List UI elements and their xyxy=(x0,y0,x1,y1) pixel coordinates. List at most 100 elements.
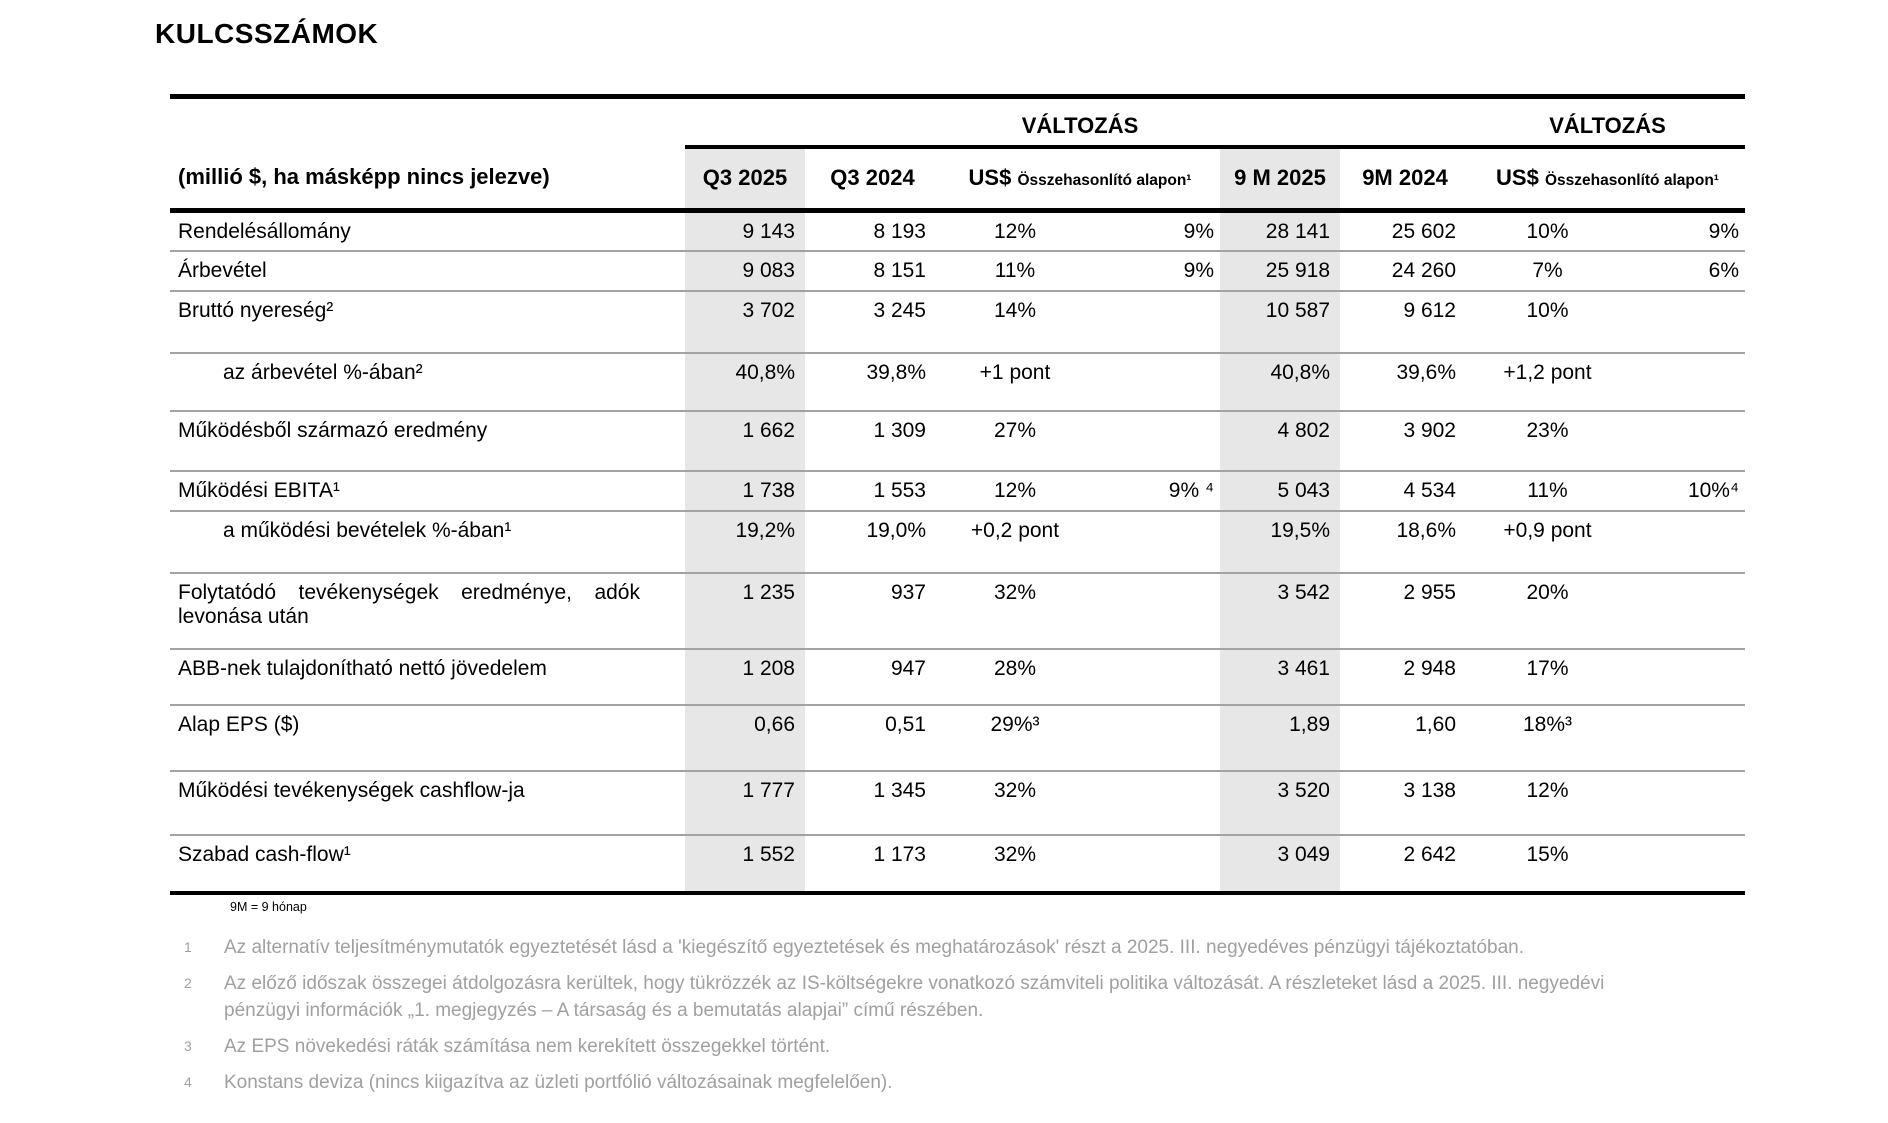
row-label: Működésből származó eredmény xyxy=(170,409,685,471)
row-label: Rendelésállomány xyxy=(178,220,351,243)
column-header-row: (millió $, ha másképp nincs jelezve) Q3 … xyxy=(170,146,1745,213)
cell-value: 3 520 xyxy=(1220,769,1340,835)
cell-value: 2 642 xyxy=(1340,833,1470,893)
cell-value: 15% xyxy=(1470,833,1625,893)
usd-label: US$ xyxy=(968,165,1012,191)
cell-value: 8 193 xyxy=(873,220,926,243)
cell-value: 19,0% xyxy=(805,509,940,573)
cell-value xyxy=(1625,571,1745,649)
row-label: Alap EPS ($) xyxy=(170,703,685,771)
footnote: 3 Az EPS növekedési ráták számítása nem … xyxy=(170,1033,1888,1060)
cell-value: 23% xyxy=(1470,409,1625,471)
cell-value xyxy=(1090,571,1220,649)
column-header-change-9m: US$ Összehasonlító alapon¹ xyxy=(1470,146,1745,213)
footnote-text: Az EPS növekedési ráták számítása nem ke… xyxy=(224,1035,831,1057)
cell-value: 10% xyxy=(1526,220,1569,243)
page-title: KULCSSZÁMOK xyxy=(155,18,379,49)
spacer-cell xyxy=(170,96,685,147)
cell-value: 27% xyxy=(940,409,1090,471)
nine-month-note: 9M = 9 hónap xyxy=(230,899,307,914)
column-header-q3-2025: Q3 2025 xyxy=(685,146,805,213)
cell-value: 9% xyxy=(1183,220,1214,243)
key-figures-table: VÁLTOZÁS VÁLTOZÁS (millió $, ha másképp … xyxy=(170,94,1745,895)
cell-value: 9 143 xyxy=(685,210,805,251)
usd-label: US$ xyxy=(1496,165,1539,191)
cell-value: 1 738 xyxy=(685,469,805,511)
cell-value: 10 587 xyxy=(1220,289,1340,353)
cell-value: 25 918 xyxy=(1220,249,1340,291)
cell-value xyxy=(1625,509,1745,573)
spacer-cell xyxy=(685,96,940,149)
cell-value: 9% xyxy=(1708,220,1739,243)
cell-value xyxy=(1090,351,1220,411)
row-label-text: Folytatódó tevékenységek eredménye, adók… xyxy=(178,580,640,628)
cell-value: 1,89 xyxy=(1220,703,1340,771)
cell-value: 3 138 xyxy=(1340,769,1470,835)
cell-value: 1 777 xyxy=(685,769,805,835)
footnote-number: 3 xyxy=(184,1037,192,1054)
report-page: KULCSSZÁMOK VÁLTOZÁS VÁLTOZÁS (millió $,… xyxy=(155,18,1888,1096)
cell-value: 9 083 xyxy=(685,249,805,291)
footnote-number: 4 xyxy=(184,1073,192,1090)
cell-value: 40,8% xyxy=(1220,351,1340,411)
cell-value: 2 948 xyxy=(1340,647,1470,705)
footnotes: 1 Az alternatív teljesítménymutatók egye… xyxy=(170,934,1888,1096)
cell-value: 32% xyxy=(940,571,1090,649)
cell-value: 8 151 xyxy=(805,249,940,291)
cell-value: 3 542 xyxy=(1220,571,1340,649)
cell-value: 39,8% xyxy=(805,351,940,411)
table-row: Árbevétel 9 083 8 151 11% 9% 25 918 24 2… xyxy=(170,249,1745,291)
cell-value: 17% xyxy=(1470,647,1625,705)
spacer-cell xyxy=(1220,96,1470,149)
row-label: Árbevétel xyxy=(170,249,685,291)
column-header-9m-2025: 9 M 2025 xyxy=(1220,146,1340,213)
cell-value: +1 pont xyxy=(940,351,1090,411)
cell-value: 25 602 xyxy=(1391,220,1456,243)
table-row: Működési EBITA¹ 1 738 1 553 12% 9% ⁴ 5 0… xyxy=(170,469,1745,511)
footnote-text: Az előző időszak összegei átdolgozásra k… xyxy=(224,972,1605,1021)
table-row: Működési tevékenységek cashflow-ja 1 777… xyxy=(170,769,1745,835)
cell-value: 1 208 xyxy=(685,647,805,705)
cell-value: 4 534 xyxy=(1340,469,1470,511)
table-row: Alap EPS ($) 0,66 0,51 29%³ 1,89 1,60 18… xyxy=(170,703,1745,771)
cell-value: 1 309 xyxy=(805,409,940,471)
cell-value xyxy=(1625,351,1745,411)
cell-value: 4 802 xyxy=(1220,409,1340,471)
cell-value: +0,2 pont xyxy=(940,509,1090,573)
cell-value: 3 461 xyxy=(1220,647,1340,705)
cell-value: 3 049 xyxy=(1220,833,1340,893)
cell-value: 9% ⁴ xyxy=(1090,469,1220,511)
cell-value xyxy=(1090,509,1220,573)
cell-value: 39,6% xyxy=(1340,351,1470,411)
cell-value xyxy=(1625,769,1745,835)
unit-label: (millió $, ha másképp nincs jelezve) xyxy=(170,146,685,213)
table-row: Rendelésállomány 9 143 8 193 12% 9% 28 1… xyxy=(170,210,1745,251)
cell-value xyxy=(1090,647,1220,705)
row-label: a működési bevételek %-ában¹ xyxy=(170,509,685,573)
row-label: Működési EBITA¹ xyxy=(170,469,685,511)
cell-value: 28 141 xyxy=(1220,210,1340,251)
footnote: 2 Az előző időszak összegei átdolgozásra… xyxy=(170,970,1888,1024)
cell-value: 19,5% xyxy=(1220,509,1340,573)
cell-value: 1 173 xyxy=(805,833,940,893)
table-row: Szabad cash-flow¹ 1 552 1 173 32% 3 049 … xyxy=(170,833,1745,893)
row-label: Szabad cash-flow¹ xyxy=(170,833,685,893)
cell-value: 12% xyxy=(1470,769,1625,835)
column-header-9m-2024: 9M 2024 xyxy=(1340,146,1470,213)
cell-value: 28% xyxy=(940,647,1090,705)
table-row: Működésből származó eredmény 1 662 1 309… xyxy=(170,409,1745,471)
cell-value xyxy=(1090,409,1220,471)
cell-value: 9% xyxy=(1090,249,1220,291)
cell-value: 40,8% xyxy=(685,351,805,411)
table-row: az árbevétel %-ában² 40,8% 39,8% +1 pont… xyxy=(170,351,1745,411)
cell-value: 947 xyxy=(805,647,940,705)
change-label-9m: VÁLTOZÁS xyxy=(1470,96,1745,149)
comparable-label: Összehasonlító alapon¹ xyxy=(1544,172,1719,190)
row-label: Működési tevékenységek cashflow-ja xyxy=(170,769,685,835)
cell-value xyxy=(1625,647,1745,705)
column-header-change-q3: US$ Összehasonlító alapon¹ xyxy=(940,146,1220,213)
column-header-q3-2024: Q3 2024 xyxy=(805,146,940,213)
cell-value: 10% xyxy=(1470,289,1625,353)
change-label-q3: VÁLTOZÁS xyxy=(940,96,1220,149)
change-header-row: VÁLTOZÁS VÁLTOZÁS xyxy=(170,96,1745,149)
